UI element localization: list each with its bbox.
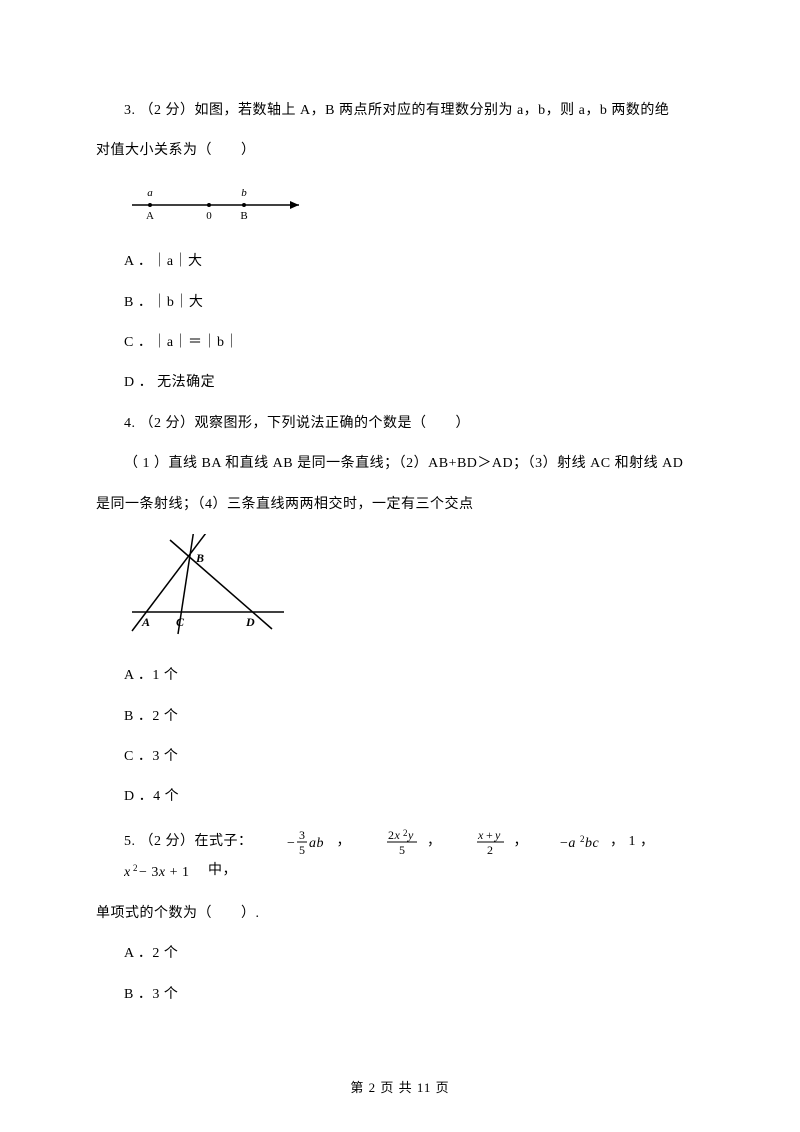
svg-text:bc: bc: [585, 836, 600, 851]
svg-text:A: A: [146, 210, 154, 222]
q4-stem: 4. （2 分）观察图形，下列说法正确的个数是（ ）: [96, 413, 704, 435]
q5-mid4: ， 1 ，: [610, 834, 655, 849]
q5-stem-post: 中，: [208, 863, 237, 878]
svg-text:+: +: [486, 828, 493, 842]
svg-text:y: y: [494, 828, 501, 842]
q5-option-b: B ．3 个: [96, 984, 704, 1006]
svg-text:a: a: [147, 187, 153, 199]
svg-text:2x: 2x: [388, 828, 401, 842]
q5-stem: 5. （2 分）在式子： − 3 5 ab ， 2x 2 y 5 ， x: [96, 827, 704, 885]
q5-comma-2: ，: [427, 834, 442, 849]
q5-expr-1: − 3 5 ab: [257, 827, 333, 857]
svg-text:x: x: [477, 828, 484, 842]
q5-option-a: A ．2 个: [96, 943, 704, 965]
q4-option-c: C ．3 个: [96, 746, 704, 768]
q5-expr-4: −a 2 bc: [532, 828, 606, 856]
svg-text:C: C: [176, 615, 185, 629]
svg-text:y: y: [407, 828, 414, 842]
q5-expr-6: x 2 − 3x + 1: [96, 857, 204, 885]
q3-option-c: C ．｜a｜＝｜b｜: [96, 332, 704, 354]
q4-option-b: B ．2 个: [96, 706, 704, 728]
q3-diagram: a A 0 b B: [124, 181, 704, 233]
q4-diagram: A B C D: [124, 534, 704, 647]
svg-text:D: D: [245, 615, 255, 629]
svg-text:B: B: [240, 210, 247, 222]
q5-stem-pre: 5. （2 分）在式子：: [124, 834, 253, 849]
q5-comma-1: ，: [337, 834, 352, 849]
svg-text:−: −: [287, 836, 295, 851]
svg-text:ab: ab: [309, 836, 324, 851]
svg-text:5: 5: [399, 843, 406, 857]
q5-expr-3: x + y 2: [446, 827, 510, 857]
q4-sub-line2: 是同一条射线；（4）三条直线两两相交时，一定有三个交点: [96, 494, 704, 516]
q4-sub-line1: （ 1 ）直线 BA 和直线 AB 是同一条直线；（2）AB+BD＞AD；（3）…: [96, 453, 704, 475]
q4-option-d: D ．4 个: [96, 786, 704, 808]
q5-comma-3: ，: [514, 834, 529, 849]
q3-stem-line1: 3. （2 分）如图，若数轴上 A，B 两点所对应的有理数分别为 a，b，则 a…: [96, 100, 704, 122]
svg-text:5: 5: [299, 843, 306, 857]
q3-option-b: B ．｜b｜大: [96, 292, 704, 314]
page-footer: 第 2 页 共 11 页: [0, 1077, 800, 1096]
q3-option-d: D ． 无法确定: [96, 372, 704, 394]
svg-text:b: b: [241, 187, 247, 199]
svg-text:−a: −a: [560, 836, 576, 851]
q4-option-a: A ．1 个: [96, 665, 704, 687]
svg-text:B: B: [195, 551, 204, 565]
svg-text:x: x: [124, 865, 131, 880]
q3-option-a: A ．｜a｜大: [96, 251, 704, 273]
q3-stem-line2: 对值大小关系为（ ）: [96, 140, 704, 162]
svg-text:2: 2: [487, 843, 494, 857]
svg-text:0: 0: [206, 210, 212, 222]
svg-text:− 3x + 1: − 3x + 1: [139, 865, 190, 880]
q5-stem-line2: 单项式的个数为（ ）.: [96, 903, 704, 925]
svg-text:2: 2: [133, 863, 138, 873]
svg-text:A: A: [141, 615, 150, 629]
q5-expr-2: 2x 2 y 5: [355, 827, 423, 857]
svg-text:3: 3: [299, 828, 306, 842]
